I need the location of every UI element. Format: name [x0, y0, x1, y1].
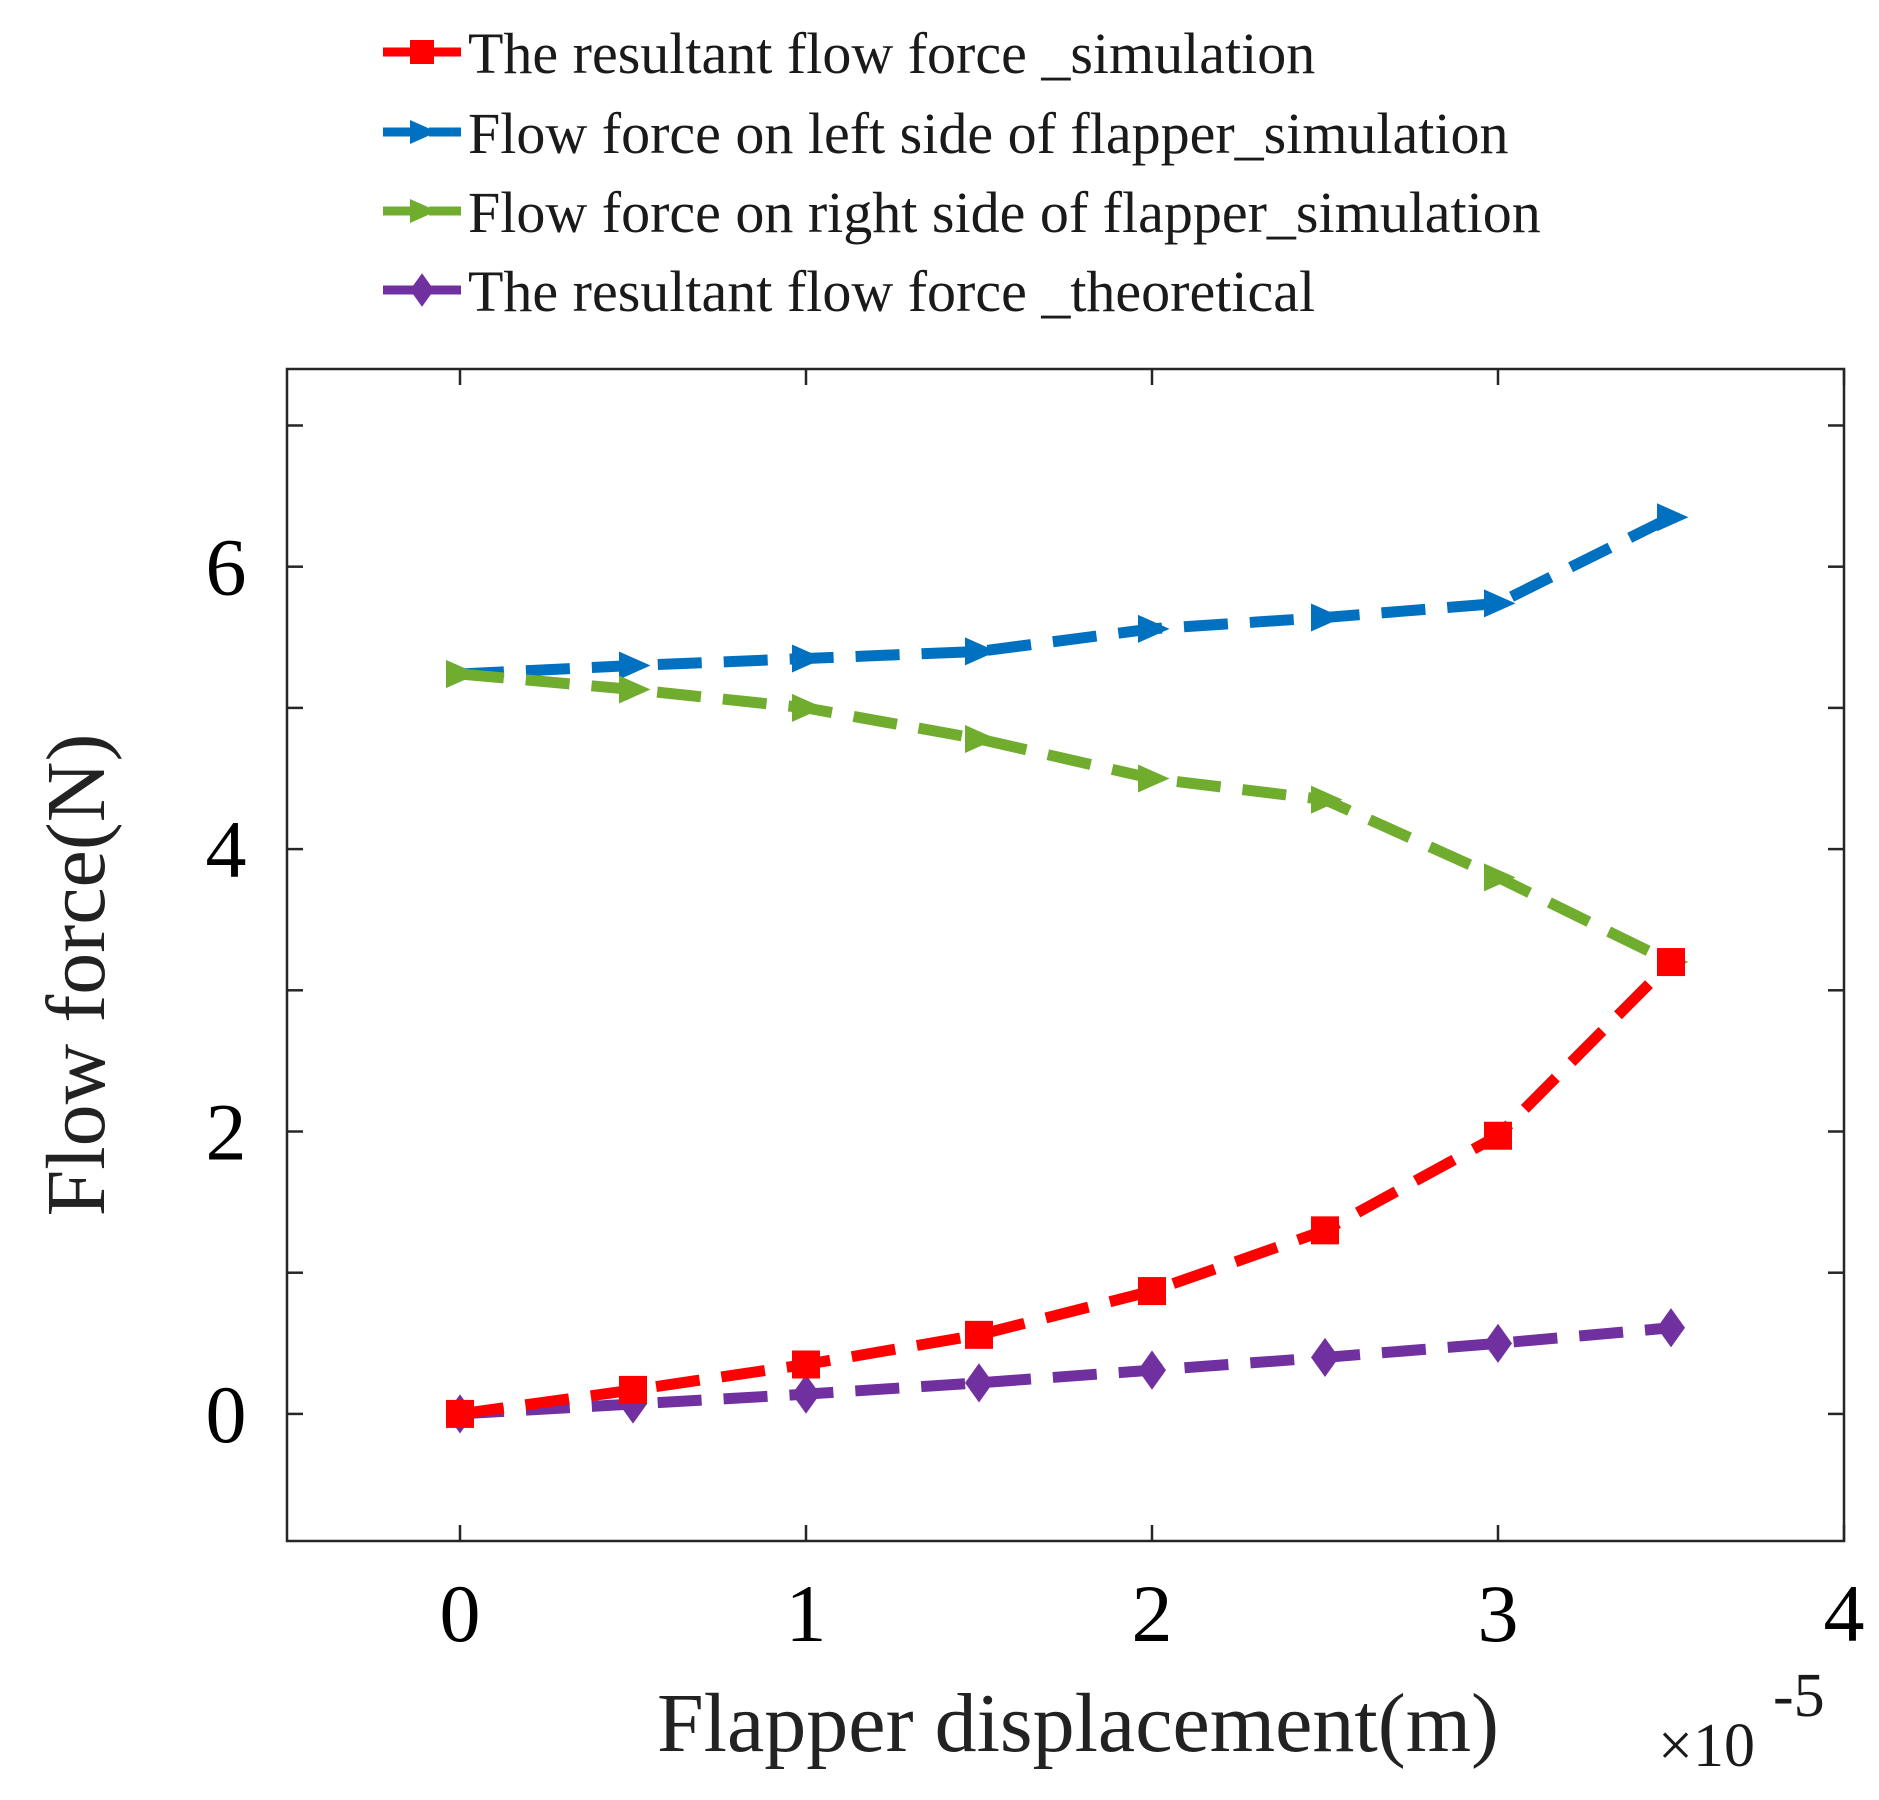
legend-item-0: The resultant flow force _simulation	[383, 21, 1315, 86]
series-0-line	[459, 958, 1675, 1420]
series-3-point-3	[965, 1363, 993, 1403]
series-0	[446, 948, 1685, 1428]
y-tick-label-2: 4	[206, 804, 247, 895]
x-axis-multiplier: ×10 -5	[1658, 1662, 1825, 1780]
series-2-point-0	[446, 660, 478, 689]
series-0-point-2	[792, 1350, 820, 1379]
series-layer	[446, 503, 1689, 1434]
series-3-point-6	[1484, 1323, 1512, 1363]
legend-label-2: Flow force on right side of flapper_simu…	[468, 180, 1541, 245]
x-multiplier-exponent: -5	[1773, 1662, 1825, 1730]
series-2-point-6	[1484, 863, 1516, 892]
series-1-point-5	[1311, 603, 1343, 632]
series-1-point-3	[965, 637, 997, 666]
legend-swatch-marker-1	[410, 120, 437, 144]
x-tick-label-0: 0	[440, 1568, 481, 1659]
series-1-point-7	[1657, 503, 1689, 532]
series-2-line	[459, 668, 1674, 967]
series-2-point-4	[1138, 764, 1170, 793]
series-0-point-7	[1657, 948, 1685, 977]
series-1-point-6	[1484, 589, 1516, 618]
series-3-point-7	[1657, 1308, 1685, 1348]
legend-item-3: The resultant flow force _theoretical	[383, 259, 1315, 324]
axis-ticks	[287, 369, 1846, 1541]
series-0-point-0	[446, 1399, 474, 1428]
legend-swatch-marker-3	[410, 273, 434, 307]
y-tick-label-0: 0	[206, 1369, 247, 1460]
x-tick-label-1: 1	[786, 1568, 827, 1659]
y-tick-label-1: 2	[206, 1087, 247, 1178]
series-1-line	[459, 512, 1674, 680]
y-axis-label: Flow force(N)	[30, 734, 123, 1217]
series-2-point-2	[792, 693, 824, 722]
series-3	[446, 1308, 1685, 1434]
x-axis-label: Flapper displacement(m)	[657, 1677, 1499, 1770]
x-multiplier-base: ×10	[1658, 1712, 1755, 1780]
legend-label-1: Flow force on left side of flapper_simul…	[468, 101, 1509, 166]
y-tick-label-3: 6	[206, 522, 247, 613]
x-tick-label-2: 2	[1132, 1568, 1173, 1659]
series-3-line	[459, 1322, 1672, 1420]
series-1-point-4	[1138, 614, 1170, 643]
legend-swatch-marker-0	[410, 40, 434, 64]
legend-item-2: Flow force on right side of flapper_simu…	[383, 180, 1541, 245]
legend-label-3: The resultant flow force _theoretical	[468, 259, 1315, 324]
plot-area	[285, 367, 1846, 1543]
series-0-point-6	[1484, 1121, 1512, 1150]
series-2-point-1	[619, 675, 651, 704]
series-0-point-5	[1311, 1216, 1339, 1245]
series-1-point-2	[792, 644, 824, 673]
series-0-point-4	[1138, 1277, 1166, 1306]
x-tick-label-3: 3	[1478, 1568, 1519, 1659]
series-0-point-3	[965, 1320, 993, 1349]
legend-label-0: The resultant flow force _simulation	[468, 21, 1315, 86]
series-3-point-2	[792, 1374, 820, 1414]
tick-labels: 0 1 2 3 4 0 2 4 6	[206, 522, 1865, 1659]
legend: The resultant flow force _simulation Flow…	[383, 21, 1541, 324]
legend-swatch-marker-2	[410, 199, 437, 223]
series-2	[446, 660, 1689, 977]
series-1-point-1	[619, 651, 651, 680]
x-tick-label-4: 4	[1824, 1568, 1865, 1659]
series-3-point-5	[1311, 1337, 1339, 1378]
plot-frame	[285, 367, 1846, 1543]
legend-item-1: Flow force on left side of flapper_simul…	[383, 101, 1509, 166]
series-3-point-4	[1138, 1350, 1166, 1390]
series-0-point-1	[619, 1375, 647, 1404]
series-2-point-3	[965, 724, 997, 753]
series-2-point-5	[1311, 785, 1343, 814]
series-1	[446, 503, 1689, 689]
